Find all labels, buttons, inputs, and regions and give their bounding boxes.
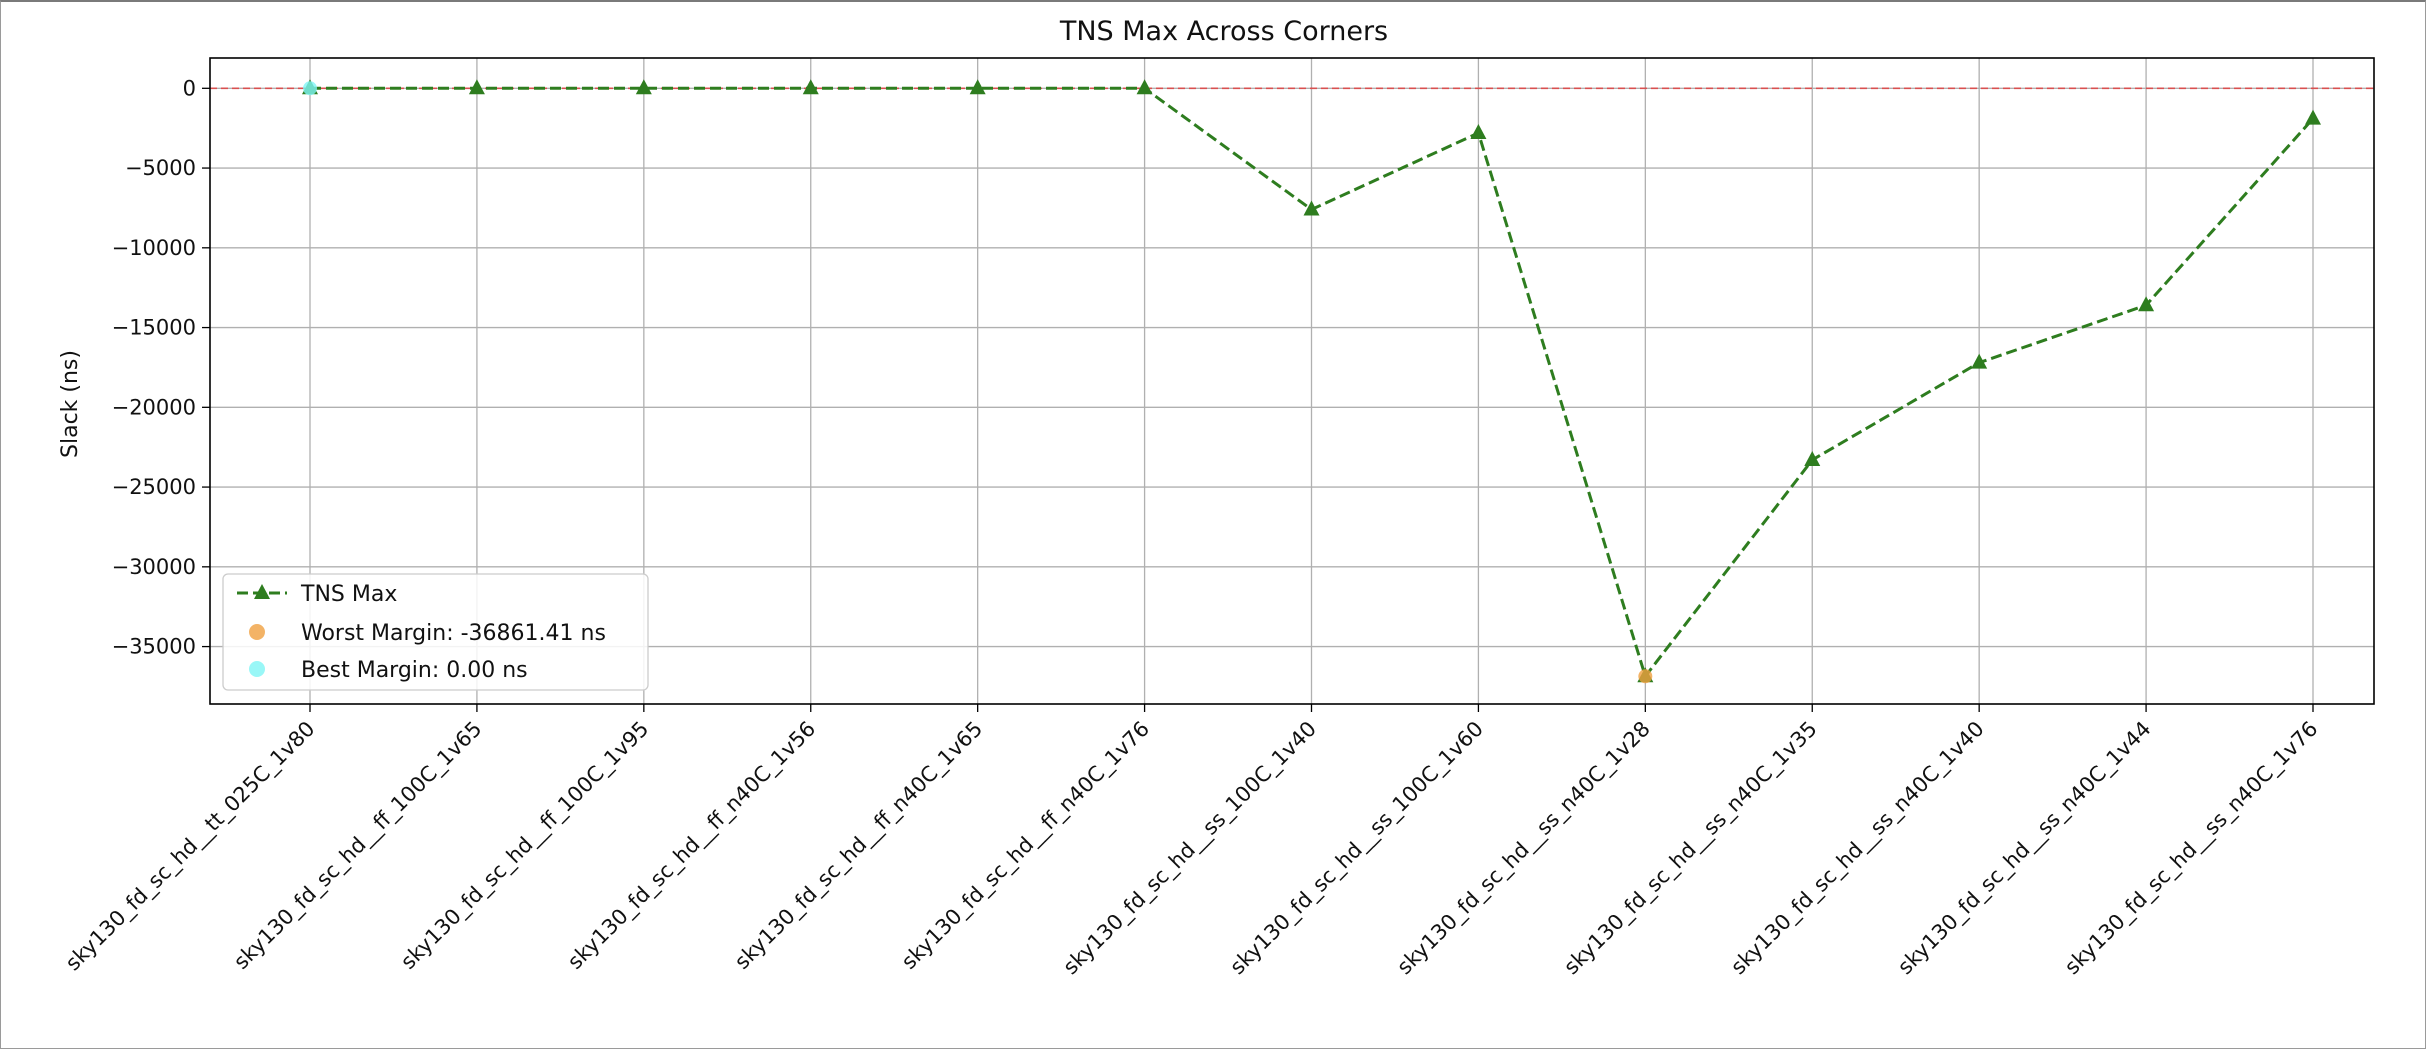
data-point-marker <box>802 79 819 95</box>
y-tick-label: −15000 <box>112 316 196 340</box>
axes-frame <box>209 57 2375 705</box>
y-tick-label: 0 <box>183 76 196 100</box>
data-point-marker <box>1804 450 1821 466</box>
y-tick-label: −30000 <box>112 555 196 579</box>
legend: TNS Max Worst Margin: -36861.41 ns Best Ma… <box>222 573 649 691</box>
data-point-marker <box>2305 109 2321 125</box>
y-tick-label: −10000 <box>112 236 196 260</box>
legend-label: Worst Margin: -36861.41 ns <box>301 621 606 646</box>
data-point-marker <box>969 79 986 95</box>
chart-title: TNS Max Across Corners <box>1059 16 1388 47</box>
series-layer <box>302 79 2321 684</box>
y-tick-label: −20000 <box>112 395 196 419</box>
y-tick-label: −35000 <box>112 635 196 659</box>
data-point-marker <box>468 79 485 95</box>
legend-triangle-swatch <box>254 584 270 599</box>
legend-label: TNS Max <box>300 582 397 607</box>
best-margin-marker <box>303 81 317 96</box>
data-point-marker <box>635 79 652 95</box>
worst-margin-marker <box>1638 669 1653 684</box>
data-point-marker <box>1136 79 1153 95</box>
data-point-marker <box>1303 200 1320 216</box>
axes-layer: 0 −5000 −10000 −15000 −20000 −25000 −30000 −350… <box>61 57 2375 980</box>
best-margin-swatch <box>249 661 265 677</box>
legend-label: Best Margin: 0.00 ns <box>301 658 528 683</box>
y-axis-label: Slack (ns) <box>58 350 83 458</box>
data-point-marker <box>2138 296 2155 312</box>
data-point-marker <box>1470 123 1487 139</box>
y-tick-label: −5000 <box>125 156 196 180</box>
legend-box <box>222 573 649 691</box>
data-point-marker <box>1971 353 1988 369</box>
y-tick-label: −25000 <box>112 475 196 499</box>
worst-margin-swatch <box>249 624 265 640</box>
